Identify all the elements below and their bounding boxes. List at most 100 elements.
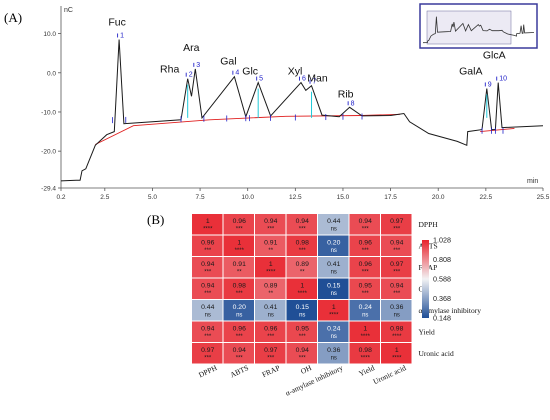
heatmap-cell [223,257,254,278]
heatmap-value: 0.96 [201,240,214,247]
heatmap-cell [192,300,223,321]
heatmap-value: 0.98 [296,240,309,247]
chromatogram-trace [60,39,544,182]
heatmap-row-label: DPPH [419,220,439,229]
heatmap-significance: *** [393,270,401,276]
heatmap-cell [223,343,254,364]
peak-number: 10 [499,76,507,83]
heatmap-col-label: FRAP [261,363,282,379]
peak-name: Rib [338,88,354,100]
y-unit-label: nC [64,7,73,14]
heatmap-cell [381,214,412,235]
heatmap-cell [192,214,223,235]
legend-tick-label: 0.368 [433,294,451,303]
heatmap-cell [286,214,317,235]
heatmap-significance: ns [268,313,274,319]
heatmap-value: 1 [395,347,399,354]
y-tick-label: 0.0 [47,70,56,77]
heatmap-cell [192,235,223,256]
heatmap-value: 0.97 [264,347,277,354]
heatmap-cell [255,321,286,342]
heatmap-row-label: Yield [419,328,435,337]
heatmap-significance: *** [299,248,307,254]
heatmap-cell [286,235,317,256]
legend-tick-label: 0.808 [433,255,451,264]
heatmap-value: 0.94 [264,218,277,225]
peak-name: Fuc [108,16,126,28]
heatmap-cell [223,214,254,235]
heatmap-cell [349,235,380,256]
peak-name: Gal [220,56,236,68]
x-tick-label: 7.5 [196,194,205,201]
heatmap-value: 0.96 [233,218,246,225]
heatmap-significance: *** [299,227,307,233]
x-tick-label: 22.5 [480,194,493,201]
heatmap-significance: *** [236,227,244,233]
peak-name: GalA [459,65,482,77]
peak-name: Ara [183,42,200,54]
x-tick-label: 15.0 [337,194,350,201]
heatmap-significance: ns [331,356,337,362]
heatmap-value: 0.94 [201,326,214,333]
y-tick-label: 10.0 [43,31,56,38]
heatmap-value: 0.91 [264,240,277,247]
heatmap-significance: ** [268,248,273,254]
peak-name: Xyl [288,66,303,78]
heatmap-value: 0.97 [390,218,403,225]
heatmap-significance: *** [204,356,212,362]
heatmap-col-label: ABTS [229,363,250,379]
heatmap-value: 0.95 [359,283,372,290]
peak-name: Rha [160,64,179,76]
heatmap-significance: ns [205,313,211,319]
heatmap-significance: ns [331,227,337,233]
heatmap-significance: *** [393,227,401,233]
peak-number: 8 [351,100,355,107]
heatmap-value: 1 [206,218,210,225]
heatmap-cell [255,214,286,235]
heatmap-significance: ** [268,291,273,297]
x-tick-label: 25.5 [537,194,550,201]
heatmap-cell [192,257,223,278]
heatmap-significance: ns [236,313,242,319]
heatmap-significance: *** [236,291,244,297]
heatmap-cell [192,343,223,364]
heatmap-significance: **** [235,248,245,254]
heatmap-significance: **** [266,270,276,276]
heatmap-value: 0.97 [390,261,403,268]
heatmap-value: 0.98 [390,326,403,333]
heatmap-significance: *** [299,356,307,362]
heatmap-cell [381,300,412,321]
heatmap-value: 0.97 [201,347,214,354]
heatmap-cell [381,321,412,342]
baseline [95,113,515,145]
heatmap-significance: **** [298,291,308,297]
chromatogram: nC min 10.0 0.0 -10.0 -20.0 -29.4 0.2 2.5 5.0 7… [41,3,550,201]
peak-number: 1 [120,32,124,39]
heatmap-col-label: Yield [357,363,376,378]
baseline-line [480,127,515,133]
heatmap-value: 0.98 [233,283,246,290]
x-unit-label: min [527,178,538,185]
heatmap-cell [286,257,317,278]
heatmap-value: 0.24 [359,304,372,311]
peak-number: 5 [259,76,263,83]
heatmap-significance: *** [393,248,401,254]
heatmap-significance: ns [331,270,337,276]
y-tick-label: -20.0 [41,149,56,156]
heatmap-cell [286,278,317,299]
overview-inset [419,3,538,49]
heatmap-significance: *** [362,227,370,233]
heatmap-significance: **** [392,334,402,340]
heatmap-value: 1 [363,326,367,333]
heatmap-value: 0.89 [296,261,309,268]
heatmap-significance: *** [236,334,244,340]
panel-label-a: (A) [4,10,22,25]
heatmap-cell [286,321,317,342]
peak-name: Man [307,73,328,85]
heatmap-value: 0.96 [359,261,372,268]
heatmap-significance: *** [204,270,212,276]
legend-tick-label: 0.148 [433,314,451,323]
x-tick-label: 20.0 [432,194,445,201]
heatmap-significance: *** [204,248,212,254]
heatmap-cell [318,235,349,256]
